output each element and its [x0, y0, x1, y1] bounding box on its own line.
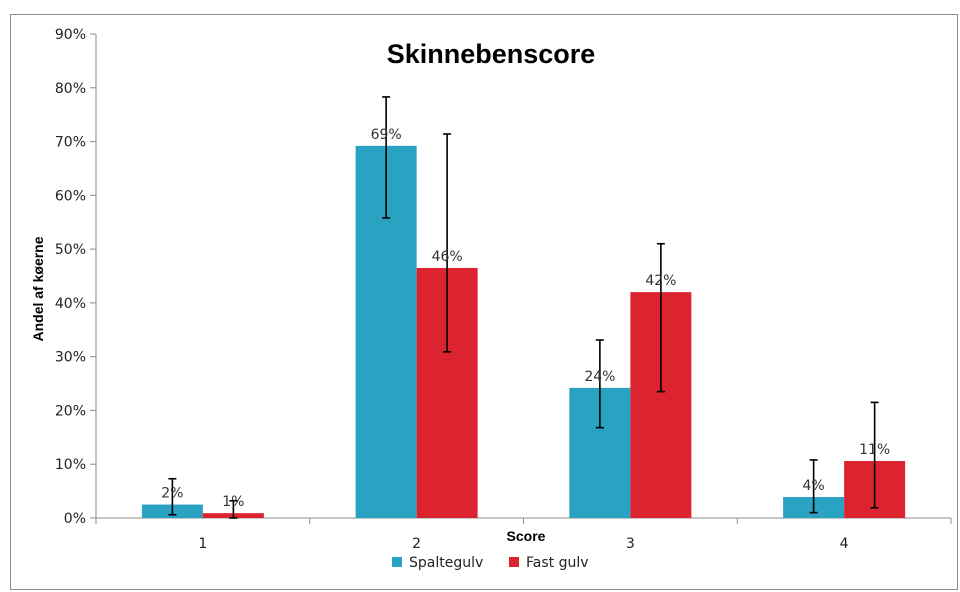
- data-label: 42%: [645, 273, 676, 289]
- legend-swatch: [392, 557, 402, 567]
- y-tick-label: 70%: [55, 135, 86, 151]
- legend-label: Fast gulv: [526, 555, 589, 571]
- data-label: 69%: [371, 127, 402, 143]
- x-tick-label: 3: [626, 536, 635, 552]
- error-bar: [382, 96, 391, 219]
- error-bar: [443, 133, 452, 353]
- x-axis-title: Score: [507, 528, 546, 544]
- data-label: 2%: [161, 486, 183, 502]
- chart-frame: Skinnebenscore Andel af køerne Score 0% 1…: [10, 14, 958, 590]
- x-tick-label: 1: [198, 536, 207, 552]
- error-bar: [168, 477, 177, 516]
- error-bar: [229, 499, 238, 519]
- data-label: 11%: [859, 442, 890, 458]
- legend: Spaltegulv Fast gulv: [392, 555, 589, 571]
- y-tick-label: 80%: [55, 81, 86, 97]
- y-axis: 0% 10% 20% 30% 40% 50% 60% 70% 80% 90%: [55, 27, 97, 527]
- y-tick-label: 30%: [55, 350, 86, 366]
- error-bar: [809, 459, 818, 514]
- y-tick-label: 50%: [55, 242, 86, 258]
- bars: [141, 145, 906, 518]
- error-bar: [595, 339, 604, 429]
- y-tick-label: 10%: [55, 457, 86, 473]
- y-tick-label: 90%: [55, 27, 86, 43]
- y-tick-label: 0%: [64, 511, 86, 527]
- x-tick-label: 2: [412, 536, 421, 552]
- y-axis-title: Andel af køerne: [30, 236, 46, 341]
- error-bars: [168, 96, 879, 519]
- data-labels: 2% 69% 24% 4% 1% 46% 42% 11%: [161, 127, 890, 510]
- y-tick-label: 40%: [55, 296, 86, 312]
- error-bar: [870, 401, 879, 509]
- data-label: 46%: [432, 249, 463, 265]
- bar-chart: Skinnebenscore Andel af køerne Score 0% 1…: [30, 27, 952, 571]
- data-label: 24%: [584, 369, 615, 385]
- legend-label: Spaltegulv: [409, 555, 483, 571]
- chart-title: Skinnebenscore: [387, 39, 596, 69]
- data-label: 4%: [803, 478, 825, 494]
- legend-swatch: [509, 557, 519, 567]
- data-label: 1%: [222, 494, 244, 510]
- y-tick-label: 20%: [55, 403, 86, 419]
- y-tick-label: 60%: [55, 188, 86, 204]
- x-tick-label: 4: [840, 536, 849, 552]
- error-bar: [656, 242, 665, 393]
